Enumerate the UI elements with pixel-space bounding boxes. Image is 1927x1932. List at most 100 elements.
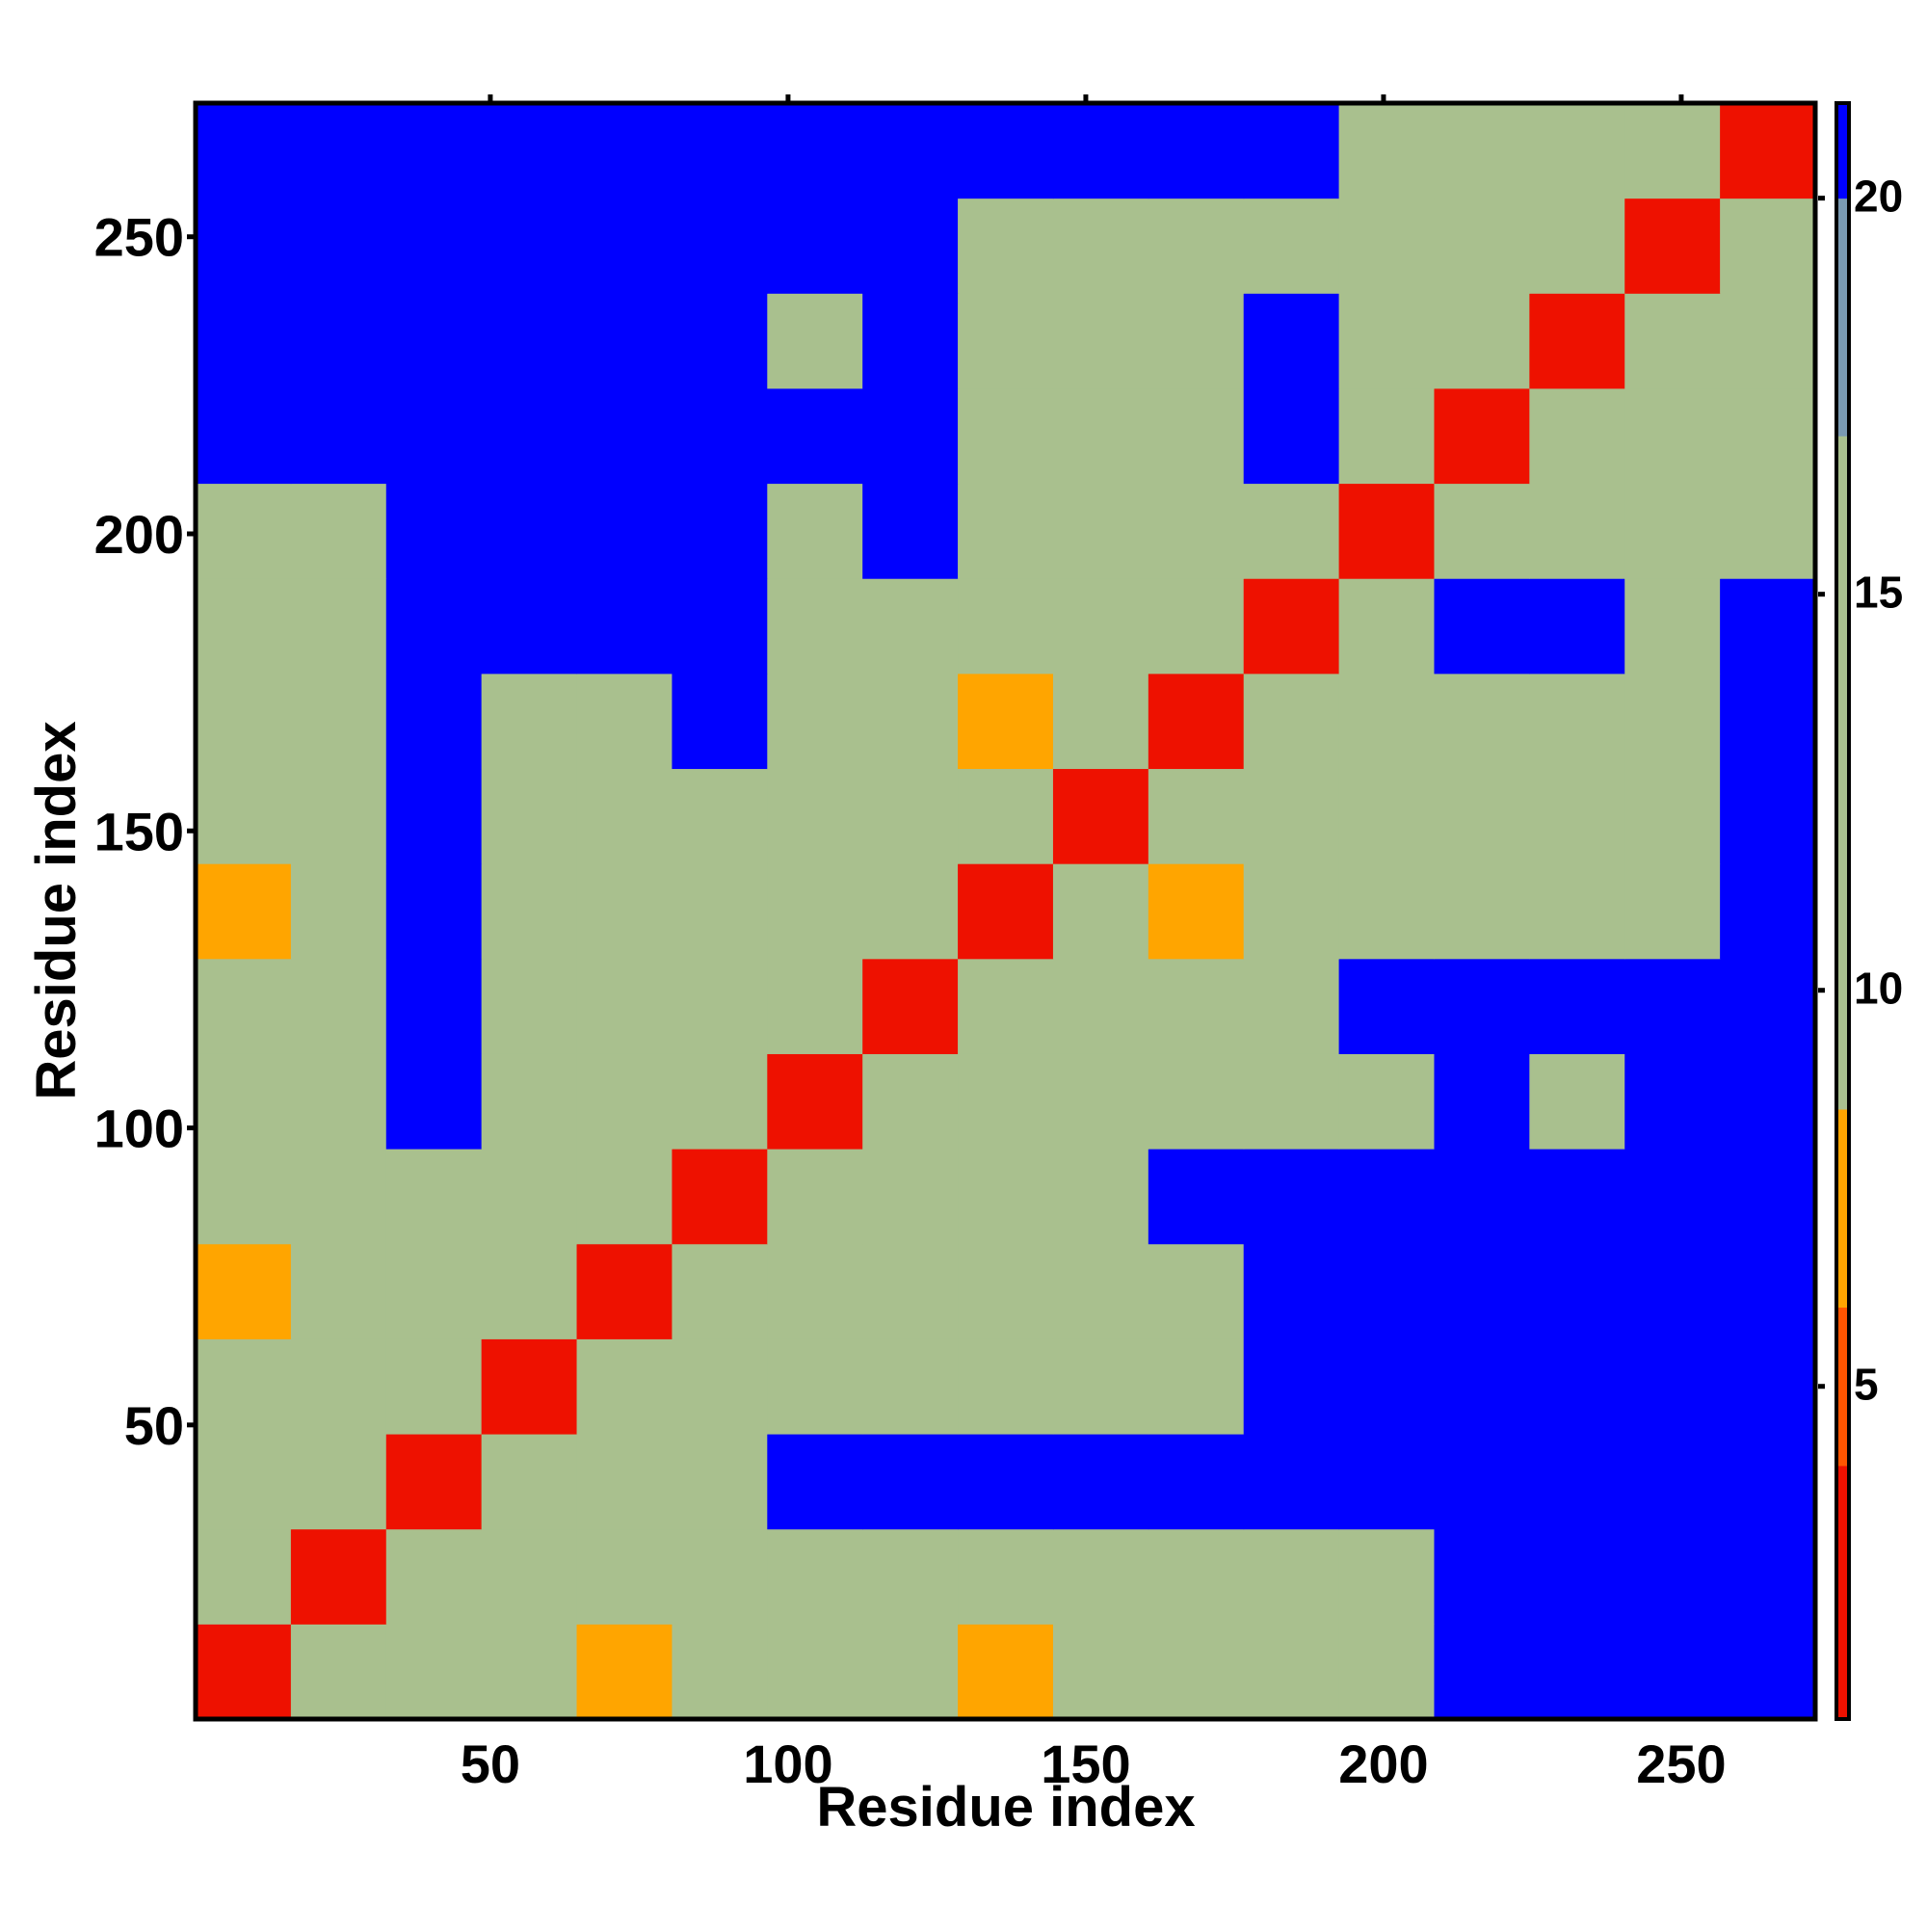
plot-frame <box>193 100 1818 1722</box>
heatmap-cell <box>576 958 673 1054</box>
heatmap-cell <box>767 958 863 1054</box>
heatmap-cell <box>1148 673 1245 770</box>
heatmap-cell <box>958 1243 1054 1339</box>
heatmap-cell <box>958 1053 1054 1150</box>
heatmap-cell <box>862 768 959 864</box>
heatmap-cell <box>196 387 292 485</box>
heatmap-cell <box>196 863 292 960</box>
heatmap-cell <box>481 958 578 1054</box>
colorbar-segment <box>1836 103 1849 199</box>
heatmap-cell <box>481 1338 578 1435</box>
heatmap-cell <box>576 768 673 864</box>
heatmap-cell <box>1529 1149 1625 1245</box>
heatmap-cell <box>1052 1528 1149 1625</box>
heatmap-cell <box>576 483 673 579</box>
heatmap-cell <box>1052 1624 1149 1720</box>
heatmap-cell <box>1148 1338 1245 1435</box>
heatmap-cell <box>862 293 959 389</box>
heatmap-cell <box>576 198 673 294</box>
heatmap-cell <box>1720 768 1816 864</box>
heatmap-cell <box>672 1053 768 1150</box>
heatmap-cell <box>385 1053 483 1150</box>
heatmap-cell <box>862 1434 959 1530</box>
heatmap-cell <box>481 1053 578 1150</box>
heatmap-cell <box>385 483 483 579</box>
heatmap-cell <box>862 958 959 1054</box>
heatmap-cell <box>1052 1053 1149 1150</box>
heatmap-cell <box>1052 1434 1149 1530</box>
heatmap-cell <box>196 768 292 864</box>
heatmap-cell <box>385 1624 483 1720</box>
heatmap-cell <box>1052 293 1149 389</box>
heatmap-cell <box>1243 293 1340 389</box>
heatmap-cell <box>385 1434 483 1530</box>
heatmap-cell <box>1720 958 1816 1054</box>
heatmap-cell <box>672 198 768 294</box>
heatmap-cell <box>1148 103 1245 199</box>
heatmap-cell <box>1338 1053 1435 1150</box>
heatmap-cell <box>1243 863 1340 960</box>
colorbar-segment <box>1836 1109 1849 1309</box>
heatmap-cell <box>672 483 768 579</box>
heatmap-cell <box>1434 198 1530 294</box>
heatmap-cell <box>1243 1528 1340 1625</box>
heatmap-cell <box>481 387 578 485</box>
heatmap-cell <box>767 863 863 960</box>
heatmap-cell <box>1624 198 1721 294</box>
heatmap-cell <box>1052 1149 1149 1245</box>
heatmap-cell <box>1338 1434 1435 1530</box>
heatmap-cell <box>1148 578 1245 675</box>
heatmap-cell <box>1052 768 1149 864</box>
heatmap-cell <box>481 1149 578 1245</box>
heatmap-cell <box>290 768 387 864</box>
heatmap-cell <box>481 768 578 864</box>
heatmap-cell <box>1529 578 1625 675</box>
heatmap-cell <box>385 387 483 485</box>
heatmap-cell <box>1720 483 1816 579</box>
heatmap-cell <box>1624 1624 1721 1720</box>
heatmap-cell <box>672 1338 768 1435</box>
heatmap-cell <box>290 198 387 294</box>
colorbar-segment <box>1836 436 1849 1110</box>
heatmap-cell <box>767 103 863 199</box>
heatmap-cell <box>290 1624 387 1720</box>
heatmap-cell <box>196 958 292 1054</box>
heatmap-cell <box>767 387 863 485</box>
heatmap-cell <box>290 1528 387 1625</box>
heatmap-cell <box>481 1243 578 1339</box>
heatmap-cell <box>1243 198 1340 294</box>
heatmap-cell <box>481 103 578 199</box>
heatmap-cell <box>1243 673 1340 770</box>
heatmap-cell <box>1529 198 1625 294</box>
heatmap-cell <box>1148 958 1245 1054</box>
heatmap-cell <box>576 578 673 675</box>
heatmap-cell <box>196 1338 292 1435</box>
heatmap-cell <box>481 863 578 960</box>
heatmap-cell <box>1338 958 1435 1054</box>
heatmap-cell <box>1434 1434 1530 1530</box>
heatmap-cell <box>1529 483 1625 579</box>
heatmap-cell <box>958 958 1054 1054</box>
heatmap-cell <box>1338 1338 1435 1435</box>
heatmap-cell <box>1338 1149 1435 1245</box>
heatmap-cell <box>481 1434 578 1530</box>
heatmap-cell <box>958 673 1054 770</box>
heatmap-cell <box>1148 483 1245 579</box>
heatmap-cell <box>1720 198 1816 294</box>
heatmap-cell <box>1624 1243 1721 1339</box>
y-tick-label: 150 <box>94 801 184 861</box>
heatmap-cell <box>481 673 578 770</box>
x-tick-label: 50 <box>461 1734 520 1794</box>
heatmap-cell <box>672 103 768 199</box>
x-tick-label: 250 <box>1636 1734 1726 1794</box>
heatmap-cell <box>481 1624 578 1720</box>
heatmap-cell <box>1338 578 1435 675</box>
heatmap-cell <box>1148 1528 1245 1625</box>
heatmap-cell <box>958 198 1054 294</box>
heatmap-cell <box>862 103 959 199</box>
heatmap-cell <box>196 483 292 579</box>
heatmap-cell <box>958 1434 1054 1530</box>
heatmap-cell <box>1434 958 1530 1054</box>
heatmap-cell <box>1338 1624 1435 1720</box>
heatmap-cell <box>958 578 1054 675</box>
